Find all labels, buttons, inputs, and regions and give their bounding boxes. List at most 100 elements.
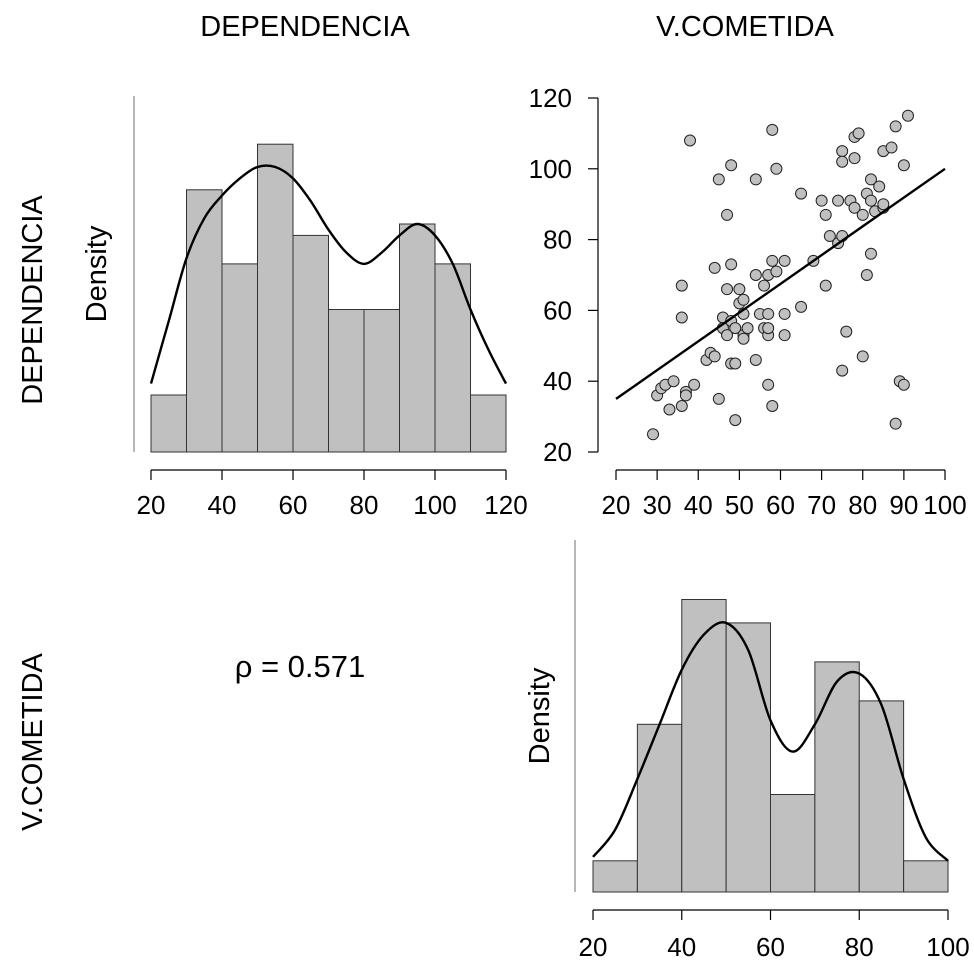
- y-axis-label: Density: [524, 667, 556, 764]
- x-tick-label: 60: [279, 490, 308, 520]
- correlation-label: ρ = 0.571: [235, 649, 366, 684]
- scatter-point: [749, 353, 762, 366]
- scatter-point: [885, 141, 898, 154]
- scatter-point: [852, 127, 865, 140]
- scatter-point: [684, 134, 697, 147]
- scatter-point: [729, 357, 742, 370]
- histogram-bar: [399, 223, 436, 453]
- x-tick-label: 80: [350, 490, 379, 520]
- row-header-1: DEPENDENCIA: [17, 195, 49, 405]
- x-tick-label: 40: [667, 932, 696, 962]
- scatter-point: [889, 120, 902, 133]
- scatter-point: [712, 173, 725, 186]
- y-tick-label: 100: [529, 154, 572, 184]
- scatter-point: [647, 428, 660, 441]
- x-tick-label: 40: [208, 490, 237, 520]
- scatter-point: [823, 230, 836, 243]
- scatter-point: [733, 283, 746, 296]
- y-axis-label: Density: [81, 225, 113, 322]
- scatter-point: [770, 162, 783, 175]
- x-tick-label: 20: [137, 490, 166, 520]
- scatter-point: [873, 180, 886, 193]
- density-curve: [592, 621, 949, 862]
- x-tick-label: 80: [845, 932, 874, 962]
- scatter-point: [729, 414, 742, 427]
- x-tick-label: 60: [756, 932, 785, 962]
- scatter-point: [778, 254, 791, 267]
- scatter-point: [848, 201, 861, 214]
- histogram-bar: [221, 263, 258, 453]
- x-tick-label: 20: [602, 490, 631, 520]
- scatter-point: [749, 269, 762, 281]
- scatter-point: [836, 155, 849, 168]
- scatter-point: [729, 322, 742, 335]
- scatter-point: [836, 145, 849, 158]
- x-tick-label: 100: [923, 490, 966, 520]
- scatter-point: [848, 152, 861, 165]
- histogram-bar: [592, 860, 638, 893]
- x-tick-label: 30: [643, 490, 672, 520]
- scatter-point: [749, 173, 762, 186]
- histogram-bar: [150, 394, 187, 453]
- y-tick-label: 60: [543, 295, 572, 325]
- scatter-point: [675, 399, 688, 412]
- scatter-point: [836, 364, 849, 377]
- histogram-bar: [725, 622, 771, 893]
- scatter-point: [889, 417, 902, 430]
- scatter-point: [864, 173, 877, 186]
- y-tick-label: 20: [543, 437, 572, 467]
- scatter-point: [737, 332, 750, 345]
- scatter-point: [766, 399, 779, 412]
- scatter-point: [675, 279, 688, 292]
- x-tick-label: 60: [766, 490, 795, 520]
- histogram-bar: [903, 860, 949, 893]
- y-tick-label: 40: [543, 366, 572, 396]
- scatter-point: [864, 194, 877, 207]
- scatter-point: [737, 293, 750, 306]
- scatter-point: [712, 392, 725, 405]
- x-tick-label: 80: [848, 490, 877, 520]
- scatter-point: [819, 208, 832, 221]
- scatter-point: [856, 350, 869, 363]
- scatter-point: [770, 265, 783, 278]
- scatter-point: [766, 123, 779, 136]
- scatter-point: [708, 261, 721, 274]
- histogram-bar: [363, 309, 400, 453]
- x-tick-label: 40: [684, 490, 713, 520]
- histogram-bar: [814, 661, 860, 893]
- scatter-point: [708, 350, 721, 363]
- x-tick-label: 50: [725, 490, 754, 520]
- y-tick-label: 120: [529, 83, 572, 113]
- histogram-bar: [292, 234, 329, 453]
- scatter-point: [856, 208, 869, 221]
- histogram-bar: [434, 263, 471, 453]
- scatter-point: [721, 329, 734, 342]
- histogram-bar: [636, 723, 683, 893]
- histogram-bar: [186, 189, 223, 453]
- scatter-point: [667, 375, 680, 388]
- scatter-point: [663, 403, 676, 416]
- scatter-point: [795, 187, 808, 200]
- scatter-point: [688, 378, 701, 391]
- histogram-bar: [681, 599, 727, 893]
- x-tick-label: 90: [889, 490, 918, 520]
- column-header-2: V.COMETIDA: [656, 11, 834, 43]
- scatter-point: [778, 329, 791, 342]
- scatter-point: [675, 311, 688, 324]
- scatter-point: [725, 258, 738, 271]
- scatter-point: [721, 208, 734, 221]
- scatter-point: [762, 378, 775, 391]
- histogram-bar: [858, 700, 905, 893]
- dependencia-histogram-panel: Density 20 40 60 80 100 120: [81, 96, 528, 520]
- scatter-point: [815, 194, 828, 207]
- vcometida-histogram-panel: Density 20 40 60 80 100: [524, 540, 970, 962]
- x-tick-label: 120: [484, 490, 527, 520]
- scatter-point: [762, 322, 775, 335]
- scatter-point: [840, 325, 853, 338]
- scatter-point: [832, 194, 845, 207]
- scatter-point: [795, 300, 808, 313]
- scatter-point: [679, 389, 692, 402]
- scatter-point: [766, 254, 779, 267]
